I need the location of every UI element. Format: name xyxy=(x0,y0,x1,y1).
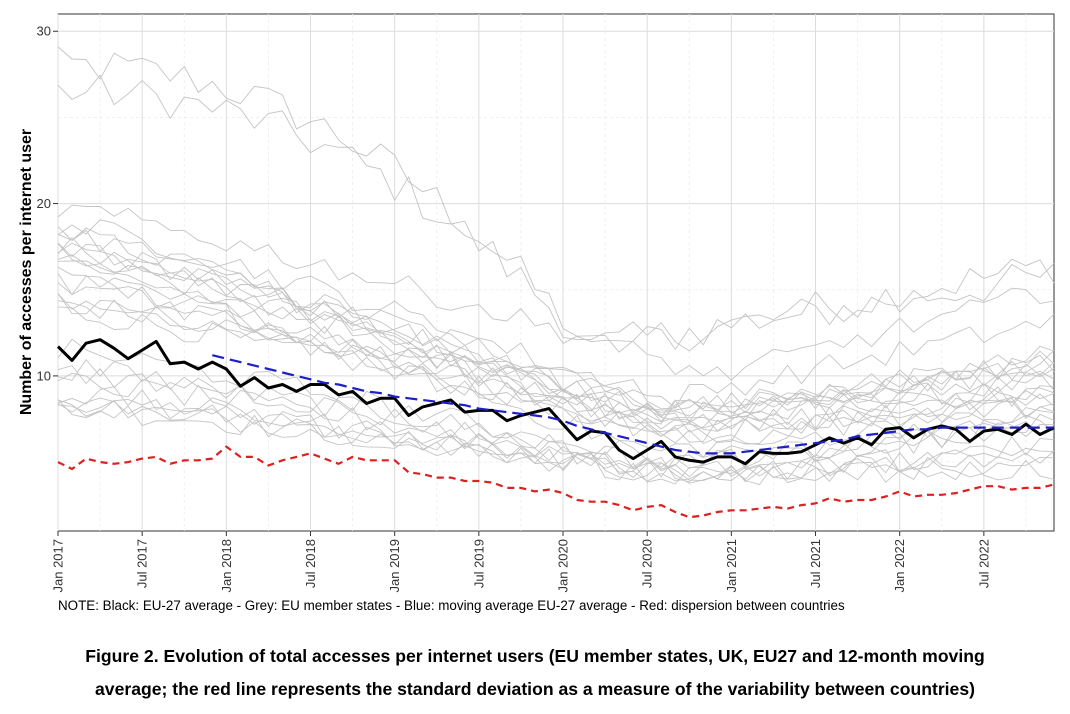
member-state-line xyxy=(57,219,1055,409)
member-state-line xyxy=(57,46,1055,353)
member-state-line xyxy=(57,226,1055,423)
x-tick-label: Jul 2018 xyxy=(303,539,318,588)
member-state-line xyxy=(57,397,1055,475)
axes: 10 20 30 Jan 2017 Jul 2017 Jan 2018 Jul 2018 Ja… xyxy=(37,24,992,593)
member-state-line xyxy=(57,254,1055,415)
y-tick-label: 30 xyxy=(37,24,51,39)
member-state-lines xyxy=(57,46,1055,486)
member-state-line xyxy=(57,242,1055,433)
series-line-moving-average-eu-27 xyxy=(212,354,1054,455)
member-state-line xyxy=(57,399,1055,484)
x-tick-label: Jan 2021 xyxy=(724,539,739,593)
member-state-line xyxy=(57,227,1055,432)
member-state-line xyxy=(57,399,1055,483)
x-tick-label: Jan 2022 xyxy=(892,539,907,593)
member-state-line xyxy=(57,275,1055,425)
x-tick-label: Jul 2021 xyxy=(808,539,823,588)
plot-background xyxy=(57,13,1055,532)
y-tick-label: 20 xyxy=(37,196,51,211)
member-state-line xyxy=(57,260,1055,423)
y-axis-title: Number of accesses per internet user xyxy=(18,129,35,415)
member-state-line xyxy=(57,204,1055,381)
x-tick-label: Jan 2019 xyxy=(387,539,402,593)
x-tick-label: Jul 2017 xyxy=(135,539,150,588)
member-state-line xyxy=(57,299,1055,446)
x-tick-label: Jul 2020 xyxy=(640,539,655,588)
summary-series xyxy=(56,338,1055,519)
member-state-line xyxy=(57,293,1055,422)
y-tick-label: 10 xyxy=(37,368,51,383)
member-state-line xyxy=(57,236,1055,423)
x-tick-label: Jan 2017 xyxy=(51,539,66,593)
caption-line-2: average; the red line represents the sta… xyxy=(95,679,975,699)
member-state-line xyxy=(57,306,1055,443)
series-line-eu-27-average xyxy=(56,338,1055,466)
x-tick-label: Jul 2019 xyxy=(471,539,486,588)
member-state-line xyxy=(57,243,1055,437)
figure-caption: Figure 2. Evolution of total accesses pe… xyxy=(0,640,1070,706)
member-state-line xyxy=(57,372,1055,486)
chart-note: NOTE: Black: EU-27 average - Grey: EU me… xyxy=(58,598,845,613)
x-tick-label: Jan 2020 xyxy=(556,539,571,593)
member-state-line xyxy=(57,358,1055,478)
member-state-line xyxy=(57,74,1055,352)
member-state-line xyxy=(57,338,1055,478)
chart: 10 20 30 Jan 2017 Jul 2017 Jan 2018 Jul 2018 Ja… xyxy=(18,13,1055,593)
member-state-line xyxy=(57,293,1055,443)
gridlines xyxy=(57,14,1054,531)
x-tick-label: Jan 2018 xyxy=(219,539,234,593)
series-line-dispersion-between-countries xyxy=(57,445,1055,519)
x-tick-label: Jul 2022 xyxy=(976,539,991,588)
member-state-line xyxy=(57,266,1055,432)
member-state-line xyxy=(57,386,1055,485)
caption-line-1: Figure 2. Evolution of total accesses pe… xyxy=(85,646,985,666)
